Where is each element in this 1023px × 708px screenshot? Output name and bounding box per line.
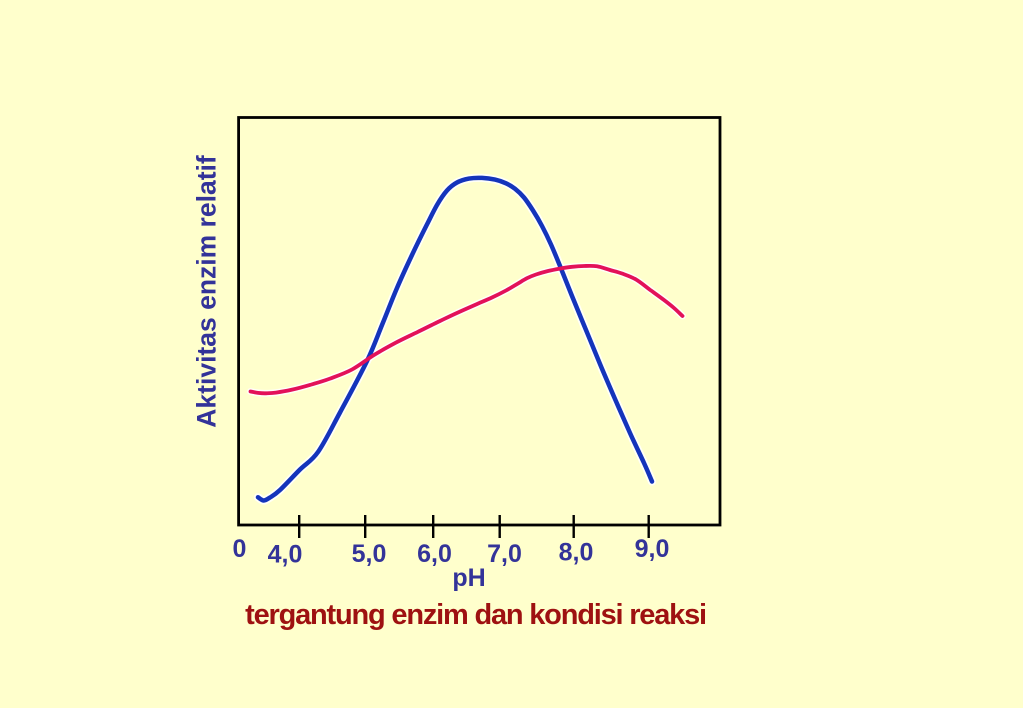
- svg-text:5,0: 5,0: [352, 540, 387, 568]
- svg-text:pH: pH: [452, 564, 485, 592]
- svg-text:8,0: 8,0: [559, 539, 594, 567]
- svg-text:4,0: 4,0: [268, 541, 303, 569]
- svg-text:tergantung enzim dan kondisi r: tergantung enzim dan kondisi reaksi: [245, 599, 706, 631]
- svg-text:6,0: 6,0: [417, 540, 452, 568]
- svg-text:9,0: 9,0: [635, 535, 670, 563]
- svg-text:7,0: 7,0: [487, 540, 522, 568]
- svg-text:0: 0: [233, 535, 247, 563]
- svg-text:Aktivitas enzim relatif: Aktivitas enzim relatif: [192, 155, 222, 428]
